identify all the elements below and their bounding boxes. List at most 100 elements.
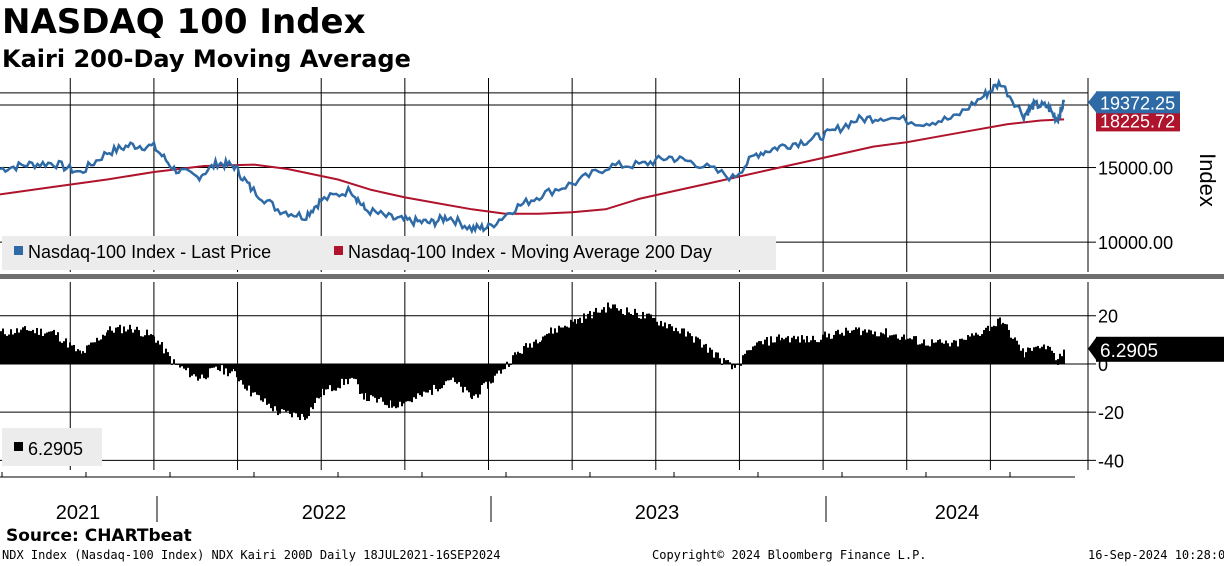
kairi-bar: [4, 334, 6, 364]
kairi-bar: [983, 333, 985, 364]
kairi-bar: [50, 331, 52, 364]
kairi-bar: [943, 343, 945, 364]
kairi-bar: [283, 363, 285, 410]
kairi-bar: [705, 343, 707, 364]
footer-security-info: NDX Index (Nasdaq-100 Index) NDX Kairi 2…: [2, 548, 501, 562]
kairi-bar: [691, 336, 693, 364]
kairi-bar: [746, 350, 748, 364]
kairi-bar: [614, 304, 616, 364]
kairi-bar: [816, 342, 818, 364]
kairi-bar: [993, 325, 995, 364]
kairi-bar: [229, 363, 231, 374]
kairi-bar: [858, 327, 860, 364]
kairi-bar: [512, 355, 514, 364]
kairi-bar: [814, 340, 816, 364]
kairi-bar: [252, 363, 254, 393]
kairi-bar: [795, 339, 797, 364]
kairi-bar: [535, 339, 537, 364]
kairi-bar: [140, 336, 142, 364]
kairi-bar: [937, 340, 939, 364]
kairi-bar: [845, 327, 847, 364]
kairi-bar: [727, 360, 729, 364]
kairi-bar: [544, 335, 546, 364]
kairi-bar: [234, 363, 236, 372]
kairi-bar: [153, 336, 155, 364]
kairi-bar: [550, 327, 552, 364]
kairi-bar: [801, 335, 803, 364]
kairi-bar: [709, 347, 711, 364]
kairi-bar: [304, 363, 306, 421]
kairi-bar: [425, 363, 427, 393]
kairi-bar: [0, 331, 2, 364]
kairi-bar: [287, 363, 289, 411]
kairi-bar: [971, 333, 973, 364]
kairi-bar: [603, 307, 605, 364]
kairi-bar: [931, 339, 933, 364]
bottom-y-tick-label: -40: [1098, 451, 1124, 471]
kairi-bar: [165, 348, 167, 364]
top-legend-box: [2, 236, 776, 270]
kairi-bar: [405, 363, 407, 402]
kairi-bar: [919, 344, 921, 364]
kairi-bar: [575, 323, 577, 364]
kairi-bar: [766, 336, 768, 364]
kairi-bar: [201, 363, 203, 375]
kairi-bar: [1033, 347, 1035, 364]
kairi-bar: [579, 317, 581, 364]
kairi-bar: [1014, 337, 1016, 364]
kairi-bar: [1002, 322, 1004, 364]
kairi-bar: [333, 363, 335, 391]
kairi-bar: [439, 363, 441, 390]
kairi-bar: [1045, 349, 1047, 364]
kairi-bar: [28, 330, 30, 364]
kairi-bar: [494, 363, 496, 376]
kairi-bar: [915, 336, 917, 364]
kairi-bar: [312, 363, 314, 410]
kairi-bar: [537, 343, 539, 364]
kairi-bar: [1057, 359, 1059, 364]
kairi-bar: [887, 337, 889, 364]
kairi-bar: [339, 363, 341, 389]
kairi-bar: [593, 311, 595, 364]
kairi-bar: [717, 352, 719, 364]
kairi-bar: [975, 332, 977, 364]
legend-label-kairi: 6.2905: [28, 439, 83, 459]
kairi-bar: [729, 362, 731, 364]
kairi-bar: [191, 363, 193, 376]
kairi-bar: [810, 340, 812, 364]
price-last-value-label: 19372.25: [1100, 93, 1175, 113]
kairi-bar: [240, 363, 242, 381]
kairi-bar: [169, 356, 171, 364]
kairi-bar: [979, 335, 981, 364]
kairi-bar: [306, 363, 308, 419]
kairi-bar: [329, 363, 331, 386]
kairi-bar: [989, 331, 991, 364]
kairi-bar: [429, 363, 431, 390]
kairi-bar: [701, 347, 703, 364]
kairi-bar: [622, 313, 624, 364]
kairi-bar: [321, 363, 323, 389]
kairi-bar: [372, 363, 374, 397]
kairi-bar: [764, 339, 766, 364]
kairi-bar: [380, 363, 382, 398]
kairi-bar: [939, 339, 941, 364]
kairi-bar: [589, 311, 591, 364]
kairi-bar: [1053, 352, 1055, 364]
kairi-bar: [1055, 360, 1057, 364]
ma-last-value-tag: [1096, 110, 1180, 132]
kairi-bar: [626, 307, 628, 364]
kairi-bar: [581, 322, 583, 364]
kairi-bar: [587, 313, 589, 364]
kairi-bar: [221, 363, 223, 366]
kairi-bar: [423, 363, 425, 392]
kairi-bar: [935, 342, 937, 364]
kairi-bar: [734, 363, 736, 368]
kairi-bar: [289, 363, 291, 414]
kairi-bar: [270, 363, 272, 409]
kairi-bar: [291, 363, 293, 418]
kairi-bar: [161, 342, 163, 364]
kairi-bar: [562, 327, 564, 364]
kairi-bar: [693, 342, 695, 364]
kairi-bar: [963, 339, 965, 364]
kairi-bar: [768, 345, 770, 364]
